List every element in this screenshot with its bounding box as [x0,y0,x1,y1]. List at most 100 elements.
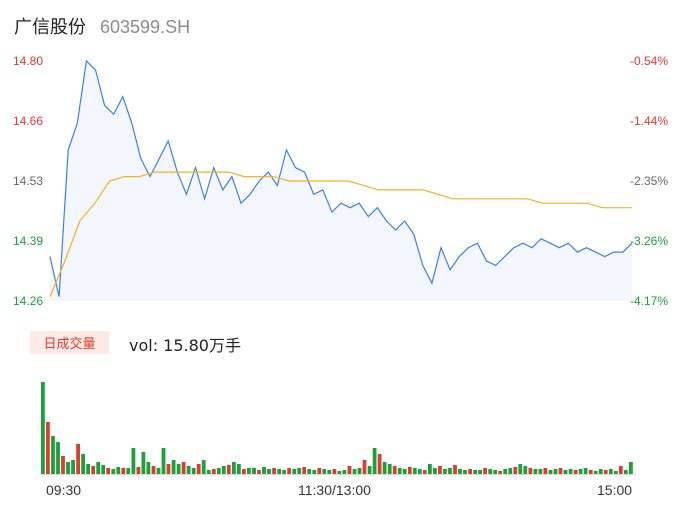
volume-bar [297,468,302,474]
volume-bar [156,468,161,474]
volume-bar [493,470,498,474]
volume-bar [161,448,166,474]
y-tick-change: -3.26% [630,234,669,248]
volume-bar [503,469,508,474]
volume-bar [372,448,377,474]
volume-bar [257,470,261,474]
volume-bar [448,468,452,474]
average-price-line [49,171,632,297]
volume-bar [186,466,191,474]
volume-bar [513,467,518,474]
volume-bar [563,470,568,474]
volume-bar [367,466,372,474]
volume-bar [262,467,266,474]
volume-bar [433,468,437,474]
volume-bar [322,469,327,474]
volume-chart [39,382,636,475]
x-tick-time: 15:00 [597,482,633,498]
y-tick-change: -1.44% [630,114,669,128]
volume-bar [86,464,90,474]
volume-bar [548,470,553,474]
volume-bar [468,469,472,474]
volume-bar [558,468,563,474]
volume-bar [488,469,493,474]
volume-bar [252,468,256,474]
volume-bar [538,469,543,474]
volume-bar [272,468,276,474]
volume-readout: vol: 15.80万手 [129,336,241,355]
y-tick-price: 14.66 [13,114,44,128]
x-tick-time: 11:30/13:00 [298,482,371,498]
volume-bar [226,465,231,474]
volume-bar [518,464,523,474]
volume-bar [247,468,251,474]
volume-bar [623,470,628,474]
volume-bar [463,470,467,474]
y-tick-change: -0.54% [630,54,669,68]
y-tick-price: 14.80 [13,54,44,68]
volume-bar [116,467,121,474]
volume-bar [211,469,216,474]
volume-bar [81,454,85,474]
volume-bar [598,469,603,474]
volume-bar [578,469,583,474]
x-tick-time: 09:30 [46,482,82,498]
volume-bar [337,471,342,474]
volume-bar [392,466,397,474]
y-tick-price: 14.53 [13,174,44,188]
volume-bar [362,460,367,474]
volume-bar [428,464,432,474]
volume-bar [307,469,312,474]
volume-bar [66,462,70,474]
volume-bar [422,470,427,474]
volume-bar [453,465,457,474]
volume-bar [41,382,45,474]
volume-bar [443,469,447,474]
volume-bar [287,468,291,474]
volume-bar [317,468,322,474]
volume-bar [181,462,186,474]
volume-bar [282,470,286,474]
volume-bar [357,468,362,474]
volume-bar [438,466,442,474]
volume-bar [593,471,598,474]
price-chart [49,59,633,301]
volume-bar [407,467,412,474]
volume-bar [267,469,271,474]
volume-bar [508,468,513,474]
volume-bar [146,462,151,474]
volume-bar [166,464,171,474]
volume-bar [101,465,106,474]
stock-code: 603599.SH [100,17,191,37]
volume-bar [141,452,146,474]
volume-bar [96,462,101,474]
y-tick-change: -4.17% [630,294,669,308]
volume-bar [417,469,422,474]
volume-bar [51,436,55,474]
volume-bar [613,471,618,474]
volume-bar [221,466,226,474]
volume-bar [327,470,332,474]
volume-bar [277,469,281,474]
volume-bar [151,466,156,474]
volume-bar [629,462,633,474]
volume-bar [136,467,141,474]
volume-bar [61,456,65,474]
volume-bar [126,468,131,474]
volume-bar [342,470,347,474]
volume-bar [131,448,136,474]
volume-bar [382,462,387,474]
volume-bar [332,469,337,474]
volume-bar [196,464,201,474]
volume-bar [573,470,578,474]
volume-bar [216,468,221,474]
volume-bar [588,470,593,474]
price-line [49,59,633,297]
volume-bar [553,469,558,474]
volume-bar [478,470,482,474]
stock-name: 广信股份 [14,17,86,38]
volume-bar [402,469,407,474]
volume-bar [121,468,126,474]
volume-bar [191,468,196,474]
volume-bar [412,468,417,474]
